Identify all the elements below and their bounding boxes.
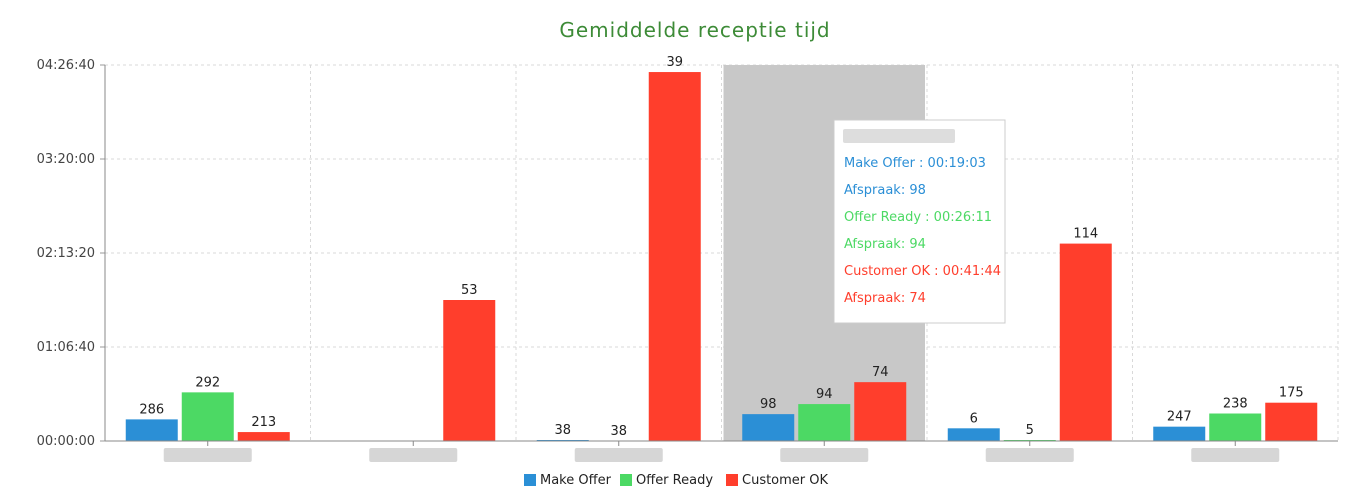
legend[interactable]: Make Offer Offer Ready Customer OK	[524, 473, 829, 488]
data-label: 247	[1167, 410, 1192, 425]
data-label: 114	[1073, 227, 1098, 242]
x-tick-label-redacted	[163, 448, 252, 462]
legend-swatch[interactable]	[726, 474, 738, 486]
y-tick-label: 01:06:40	[37, 340, 95, 355]
y-tick-label: 02:13:20	[37, 246, 95, 261]
y-axis: 00:00:00 01:06:40 02:13:20 03:20:00 04:26:40	[37, 58, 106, 449]
legend-label[interactable]: Offer Ready	[636, 473, 713, 488]
x-tick-label-redacted	[985, 448, 1074, 462]
data-label: 6	[970, 411, 978, 426]
data-label: 238	[1223, 397, 1248, 412]
bar-customer-ok[interactable]	[443, 300, 496, 441]
bar-customer-ok[interactable]	[1059, 243, 1112, 441]
y-tick-label: 04:26:40	[37, 58, 95, 73]
data-label: 292	[195, 375, 220, 390]
tooltip-line: Customer OK : 00:41:44	[844, 264, 1001, 279]
bar-make-offer[interactable]	[742, 414, 795, 441]
bar-make-offer[interactable]	[947, 428, 1000, 441]
tooltip-line: Afspraak: 74	[844, 291, 926, 306]
legend-swatch[interactable]	[524, 474, 536, 486]
bar-offer-ready[interactable]	[798, 404, 851, 441]
y-tick-label: 00:00:00	[37, 434, 95, 449]
data-label: 286	[139, 402, 164, 417]
tooltip-line: Afspraak: 98	[844, 183, 926, 198]
data-label: 74	[872, 365, 889, 380]
bars[interactable]	[125, 72, 1318, 442]
data-label: 94	[816, 387, 833, 402]
bar-offer-ready[interactable]	[181, 392, 234, 441]
data-label: 5	[1026, 423, 1034, 438]
data-label: 38	[554, 423, 571, 438]
chart-title: Gemiddelde receptie tijd	[559, 18, 830, 42]
data-label: 98	[760, 397, 777, 412]
bar-customer-ok[interactable]	[1265, 402, 1318, 441]
tooltip-line: Offer Ready : 00:26:11	[844, 210, 992, 225]
bar-make-offer[interactable]	[125, 419, 178, 441]
data-label: 38	[610, 424, 627, 439]
bar-offer-ready[interactable]	[1209, 413, 1262, 441]
x-axis	[105, 440, 1338, 462]
data-label: 213	[251, 415, 276, 430]
x-tick-label-redacted	[1191, 448, 1280, 462]
bar-customer-ok[interactable]	[237, 432, 290, 441]
tooltip-line: Afspraak: 94	[844, 237, 926, 252]
y-tick-label: 03:20:00	[37, 152, 95, 167]
x-tick-label-redacted	[574, 448, 663, 462]
legend-label[interactable]: Customer OK	[742, 473, 829, 488]
grid	[105, 64, 1339, 442]
legend-swatch[interactable]	[620, 474, 632, 486]
tooltip-line: Make Offer : 00:19:03	[844, 156, 986, 171]
bar-make-offer[interactable]	[1153, 426, 1206, 441]
data-label: 175	[1279, 386, 1304, 401]
data-labels: 286 38 98 6 247 292 38 94 5 238 213 53 39 74 114 175	[139, 55, 1303, 439]
legend-label[interactable]: Make Offer	[540, 473, 612, 488]
tooltip-title-redacted	[843, 129, 955, 143]
x-tick-label-redacted	[780, 448, 869, 462]
bar-customer-ok[interactable]	[854, 382, 907, 441]
tooltip-box	[833, 119, 1006, 324]
data-label: 39	[666, 55, 683, 70]
bar-customer-ok[interactable]	[648, 72, 701, 442]
data-label: 53	[461, 283, 478, 298]
x-tick-label-redacted	[369, 448, 458, 462]
tooltip: Make Offer : 00:19:03 Afspraak: 98 Offer R…	[833, 119, 1006, 324]
